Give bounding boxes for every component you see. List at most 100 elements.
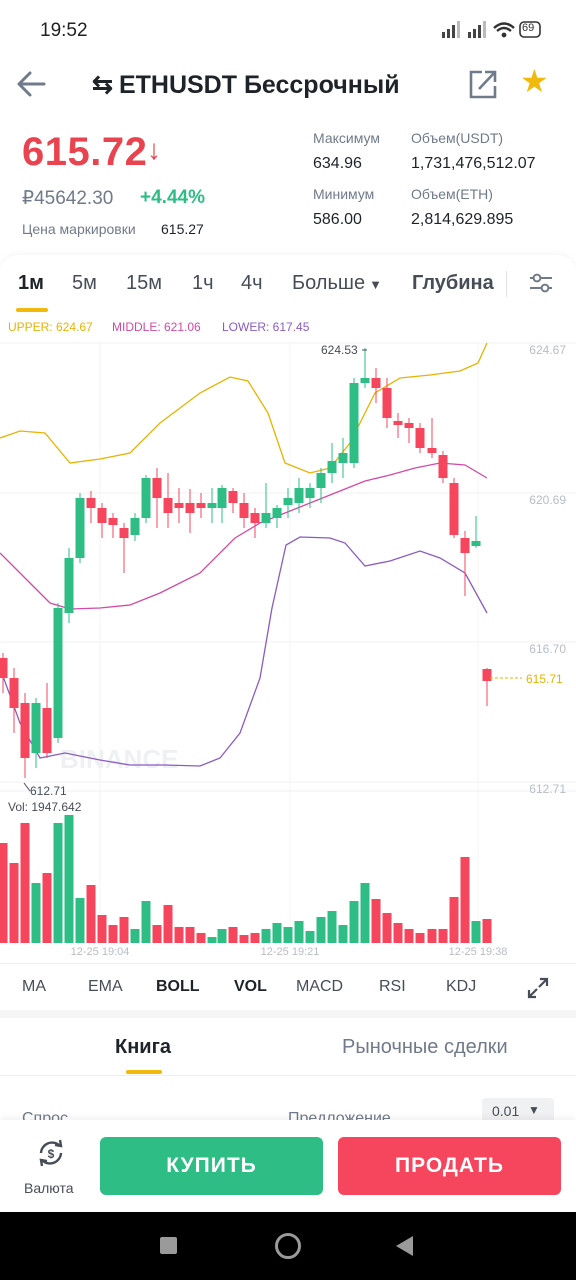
tab-4h[interactable]: 4ч — [241, 272, 263, 294]
x-tick-label: 12-25 19:38 — [449, 946, 508, 958]
boll-bands — [0, 342, 488, 767]
boll-middle-label: MIDDLE: 621.06 — [112, 320, 201, 334]
kline-chart[interactable]: UPPER: 624.67 MIDDLE: 621.06 LOWER: 617.… — [0, 313, 576, 963]
section-gap — [0, 1010, 576, 1018]
currency-switch-icon[interactable]: $ — [34, 1136, 68, 1170]
volume-bar — [294, 921, 304, 943]
tab-divider — [506, 271, 507, 297]
indicator-macd[interactable]: MACD — [296, 978, 344, 995]
interval-tabs: 1м 5м 15м 1ч 4ч Больше ▼ Глубина — [0, 255, 576, 313]
volume-bar — [152, 925, 162, 943]
tab-order-book[interactable]: Книга — [115, 1036, 172, 1058]
buy-button[interactable]: КУПИТЬ — [100, 1137, 323, 1195]
tab-1h[interactable]: 1ч — [192, 272, 214, 294]
candle-body — [371, 378, 381, 388]
candle-body — [64, 558, 74, 613]
candle-body — [207, 503, 217, 508]
candle-body — [42, 708, 52, 753]
volume-bar — [415, 933, 425, 943]
volume-bar — [438, 929, 448, 943]
book-tab-indicator — [126, 1070, 162, 1074]
volume-bar — [163, 905, 173, 943]
candle-body — [471, 541, 481, 546]
fullscreen-expand-icon[interactable] — [526, 976, 550, 1000]
binance-watermark: BINANCE — [60, 744, 178, 774]
candle-body — [9, 678, 19, 708]
x-tick-label: 12-25 19:21 — [261, 946, 320, 958]
back-nav-icon[interactable] — [396, 1236, 413, 1256]
volume-bar — [360, 883, 370, 943]
swap-arrows-icon: ⇆ — [92, 71, 113, 99]
volume-bar — [316, 917, 326, 943]
candle-body — [316, 473, 326, 488]
candle-body — [97, 508, 107, 523]
share-icon — [469, 70, 497, 99]
active-tab-indicator — [16, 308, 48, 312]
currency-label: Валюта — [24, 1180, 74, 1196]
volume-bar — [338, 925, 348, 943]
indicator-vol[interactable]: VOL — [234, 978, 267, 995]
rub-price: ₽45642.30 — [22, 188, 114, 209]
volume-bar — [185, 927, 195, 943]
system-nav-bar — [0, 1212, 576, 1280]
tab-5m[interactable]: 5м — [72, 272, 97, 294]
indicator-bar: MA EMA BOLL VOL MACD RSI KDJ — [0, 963, 576, 1010]
candle-body — [185, 503, 195, 513]
volume-bar — [97, 915, 107, 943]
candle-body — [152, 478, 162, 498]
candle-body — [196, 503, 206, 508]
candle-body — [141, 478, 151, 518]
candle-body — [217, 488, 227, 508]
y-tick-label: 612.71 — [529, 782, 566, 796]
volume-bar — [482, 919, 492, 943]
share-button[interactable] — [468, 66, 498, 100]
candle-body — [228, 491, 238, 503]
candle-body — [250, 513, 260, 523]
candle-body — [53, 608, 63, 738]
indicator-kdj[interactable]: KDJ — [446, 978, 477, 995]
tab-depth[interactable]: Глубина — [412, 272, 494, 294]
candle-body — [482, 669, 492, 681]
mark-price-label: Цена маркировки — [22, 221, 136, 237]
indicator-rsi[interactable]: RSI — [379, 978, 406, 995]
tab-more-label: Больше — [292, 272, 366, 294]
volume-bar — [130, 929, 140, 943]
pair-title: ETHUSDT Бессрочный — [118, 71, 400, 99]
pair-title-button[interactable]: ⇆ ETHUSDT Бессрочный — [92, 70, 400, 100]
boll-lower-label: LOWER: 617.45 — [222, 320, 310, 334]
candle-body — [261, 513, 271, 523]
precision-dropdown[interactable]: 0.01 ▼ — [482, 1098, 554, 1124]
home-icon[interactable] — [275, 1233, 301, 1259]
candle-body — [119, 528, 129, 538]
sell-button[interactable]: ПРОДАТЬ — [338, 1137, 561, 1195]
volume-bar — [272, 923, 282, 943]
candle-body — [130, 518, 140, 535]
volume-bar — [327, 911, 337, 943]
volume-eth-label: Объем(ETH) — [411, 186, 493, 202]
caret-down-icon: ▼ — [369, 277, 382, 292]
low-label: Минимум — [313, 186, 375, 202]
min-price-label: 612.71 — [30, 784, 67, 798]
indicator-ema[interactable]: EMA — [88, 978, 123, 995]
candle-body — [272, 508, 282, 518]
volume-bar — [239, 935, 249, 943]
chart-settings-icon[interactable] — [528, 270, 554, 296]
tab-more[interactable]: Больше ▼ — [292, 272, 382, 295]
volume-bar — [382, 913, 392, 943]
favorite-star-icon[interactable]: ★ — [520, 63, 549, 99]
indicator-ma[interactable]: MA — [22, 978, 46, 995]
tab-market-trades[interactable]: Рыночные сделки — [342, 1036, 508, 1058]
volume-bar — [217, 929, 227, 943]
tab-15m[interactable]: 15м — [126, 272, 162, 294]
volume-bar — [196, 933, 206, 943]
chart-grid — [0, 342, 576, 943]
trade-action-bar: $ Валюта КУПИТЬ ПРОДАТЬ — [0, 1120, 576, 1212]
candle-body — [438, 455, 448, 478]
indicator-boll[interactable]: BOLL — [156, 978, 200, 995]
candle-body — [404, 423, 414, 428]
back-button[interactable] — [14, 68, 50, 100]
candles — [0, 348, 492, 778]
recents-icon[interactable] — [160, 1237, 177, 1254]
volume-bar — [42, 873, 52, 943]
tab-1m[interactable]: 1м — [18, 272, 44, 294]
